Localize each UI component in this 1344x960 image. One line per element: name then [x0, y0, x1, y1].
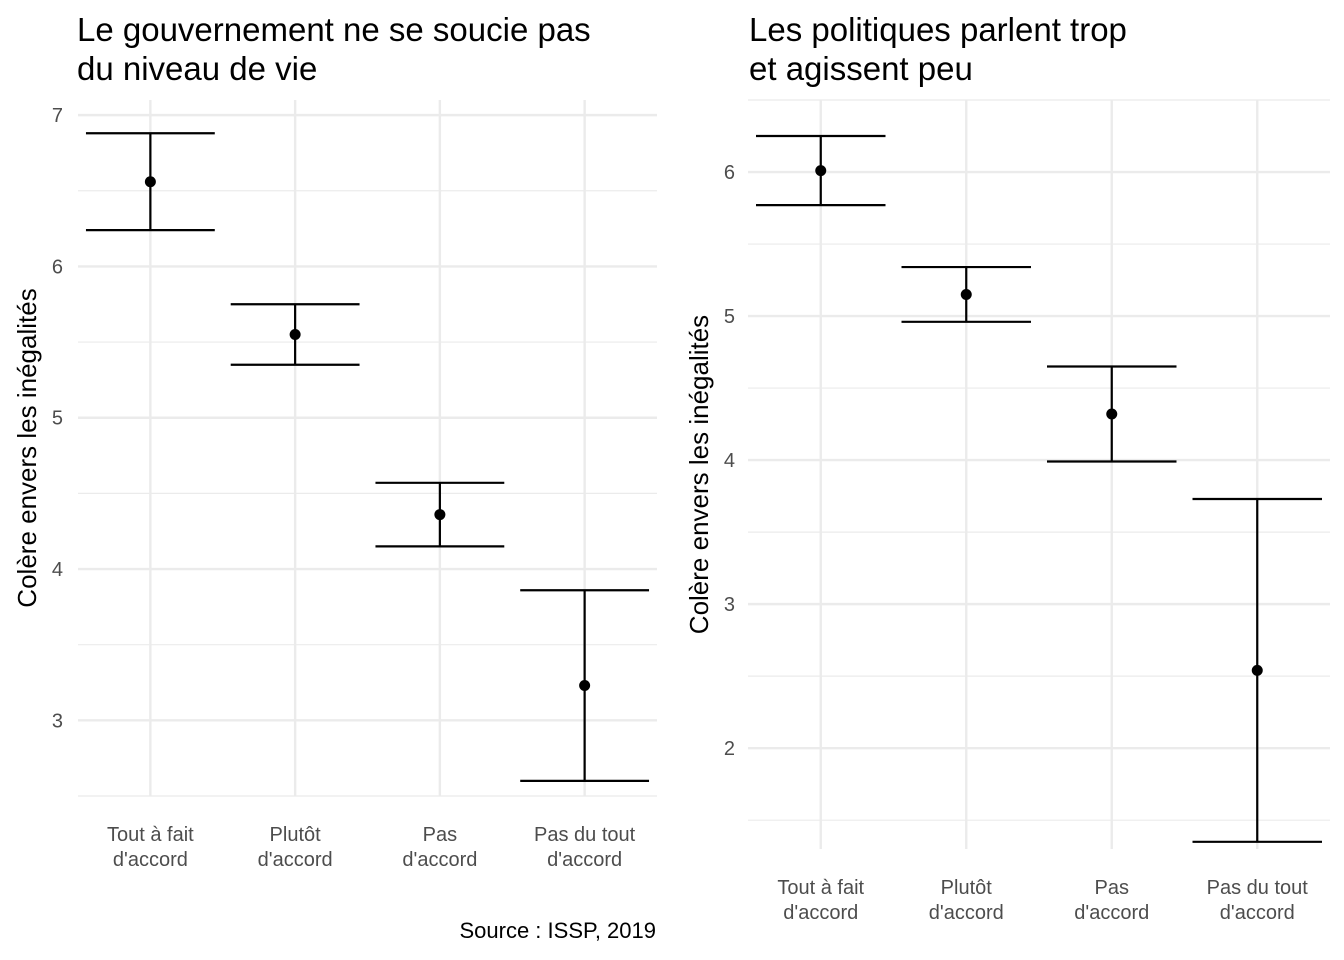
y-tick-label: 5 — [724, 306, 735, 328]
x-tick-label: Pas du tout d'accord — [534, 824, 636, 871]
y-tick-label: 7 — [52, 105, 63, 127]
x-tick-label: Pas d'accord — [402, 824, 477, 871]
data-point — [144, 176, 156, 188]
y-axis-label: Colère envers les inégalités — [684, 315, 714, 634]
panel-1-title: Le gouvernement ne se soucie pas du nive… — [77, 11, 591, 87]
x-tick-label: Pas d'accord — [1074, 877, 1149, 924]
x-tick-label: Tout à fait d'accord — [777, 877, 864, 924]
y-tick-label: 2 — [724, 738, 735, 760]
x-tick-label: Plutôt d'accord — [258, 824, 333, 871]
data-point — [815, 165, 827, 177]
x-tick-label: Pas du tout d'accord — [1207, 877, 1309, 924]
y-axis-label: Colère envers les inégalités — [12, 288, 42, 607]
y-tick-label: 6 — [52, 256, 63, 278]
y-tick-label: 3 — [52, 710, 63, 732]
data-point — [579, 680, 591, 692]
x-tick-label: Tout à fait d'accord — [107, 824, 194, 871]
data-point — [289, 329, 301, 341]
y-tick-label: 3 — [724, 594, 735, 616]
x-tick-label: Plutôt d'accord — [929, 877, 1004, 924]
data-point — [960, 288, 972, 300]
y-tick-label: 6 — [724, 162, 735, 184]
y-tick-label: 4 — [724, 450, 735, 472]
source-caption: Source : ISSP, 2019 — [459, 918, 656, 943]
data-point — [1251, 664, 1263, 676]
data-point — [434, 509, 446, 521]
y-tick-label: 5 — [52, 408, 63, 430]
data-point — [1106, 408, 1118, 420]
panel-2-title: Les politiques parlent trop et agissent … — [749, 11, 1127, 87]
y-tick-label: 4 — [52, 559, 63, 581]
